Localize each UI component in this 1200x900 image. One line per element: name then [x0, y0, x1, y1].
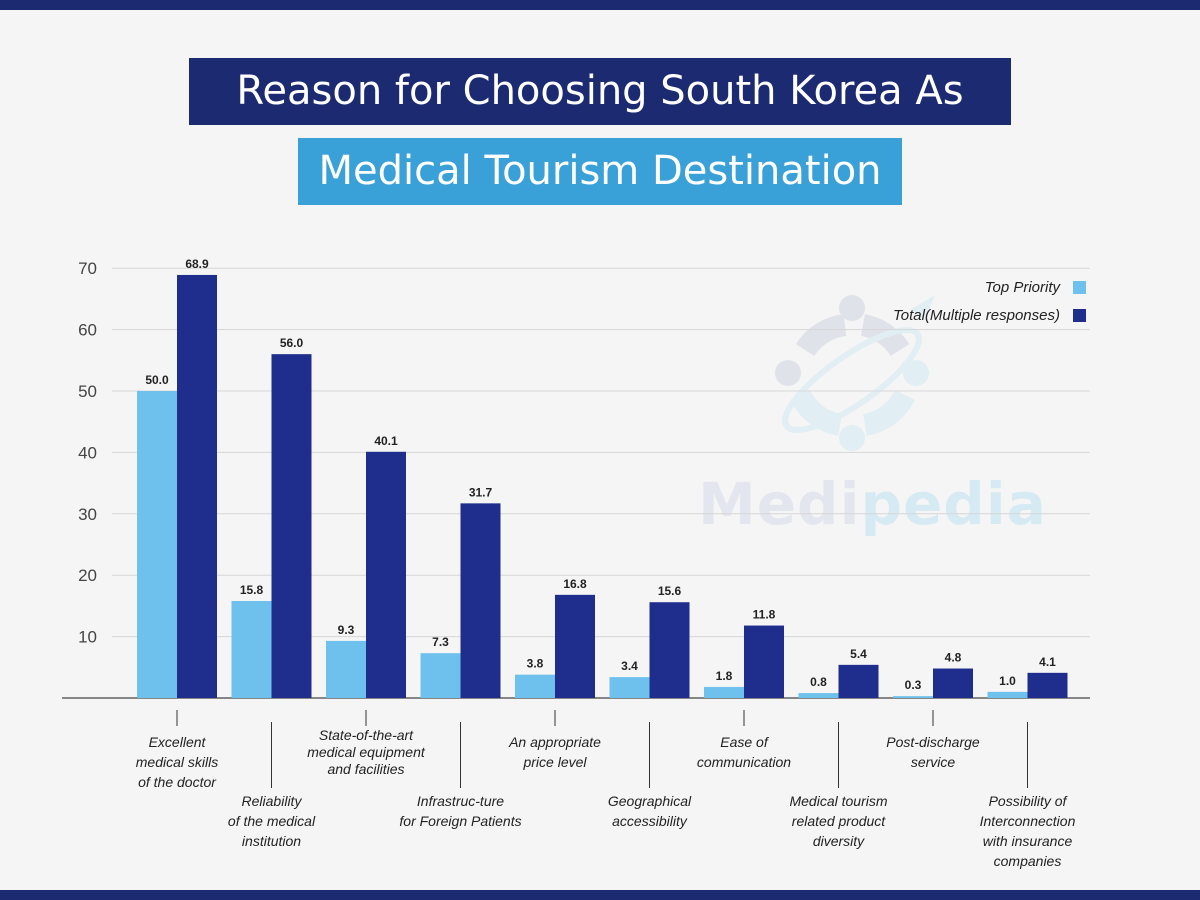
category-label: companies: [994, 853, 1062, 869]
category-label: Medical tourism: [789, 793, 887, 809]
data-label: 4.1: [1039, 655, 1056, 669]
watermark-text: Medipedia: [698, 470, 1047, 538]
y-tick-label: 70: [78, 259, 97, 278]
legend-label: Top Priority: [985, 279, 1062, 296]
bar: [420, 653, 461, 698]
category-label: medical equipment: [307, 744, 426, 760]
bar: [609, 677, 650, 698]
bar: [798, 693, 839, 698]
data-label: 15.8: [240, 583, 264, 597]
y-tick-label: 40: [78, 443, 97, 462]
category-label: An appropriate: [508, 734, 601, 750]
bar: [704, 686, 744, 698]
category-label: Possibility of: [989, 793, 1069, 809]
category-label: diversity: [813, 833, 865, 849]
bar: [231, 600, 272, 698]
data-label: 4.8: [945, 651, 962, 665]
data-label: 3.4: [621, 659, 638, 673]
bar: [326, 640, 366, 698]
data-label: 15.6: [658, 584, 682, 598]
category-label: institution: [242, 833, 301, 849]
category-label: communication: [697, 754, 791, 770]
category-label: related product: [792, 813, 887, 829]
chart-title-line1: Reason for Choosing South Korea As: [189, 58, 1011, 125]
bar: [744, 625, 784, 698]
legend-swatch: [1073, 281, 1086, 294]
data-label: 1.8: [716, 669, 733, 683]
bar: [460, 503, 501, 698]
category-label: medical skills: [136, 754, 218, 770]
watermark-text-part2: pedia: [860, 470, 1047, 538]
data-label: 50.0: [145, 373, 169, 387]
y-tick-label: 60: [78, 321, 97, 340]
top-band: [0, 0, 1200, 10]
category-label: and facilities: [327, 761, 404, 777]
bottom-band: [0, 890, 1200, 900]
category-label: Interconnection: [980, 813, 1076, 829]
category-label: price level: [522, 754, 587, 770]
category-label: of the medical: [228, 813, 316, 829]
bar: [366, 451, 406, 698]
category-label: State-of-the-art: [319, 727, 414, 743]
data-label: 1.0: [999, 674, 1016, 688]
watermark-text-part1: Medi: [698, 470, 861, 538]
y-tick-label: 10: [78, 628, 97, 647]
data-label: 16.8: [563, 577, 587, 591]
chart-title-line2: Medical Tourism Destination: [298, 138, 902, 205]
bar: [933, 668, 973, 698]
bar: [893, 696, 933, 698]
y-tick-label: 30: [78, 505, 97, 524]
legend-label: Total(Multiple responses): [893, 307, 1060, 324]
bar: [515, 674, 555, 698]
bar: [555, 594, 595, 698]
data-label: 5.4: [850, 647, 867, 661]
category-label: service: [911, 754, 956, 770]
data-label: 40.1: [374, 434, 398, 448]
category-label: with insurance: [983, 833, 1073, 849]
data-label: 3.8: [527, 657, 544, 671]
data-label: 0.3: [905, 678, 922, 692]
data-label: 0.8: [810, 675, 827, 689]
category-label: Geographical: [608, 793, 692, 809]
bar: [649, 602, 690, 698]
category-label: Reliability: [242, 793, 303, 809]
category-label: Ease of: [720, 734, 770, 750]
bar: [987, 691, 1028, 698]
data-label: 56.0: [280, 336, 304, 350]
legend-swatch: [1073, 309, 1086, 322]
category-label: Infrastruc-ture: [417, 793, 504, 809]
bar: [271, 354, 312, 698]
category-label: Excellent: [149, 734, 207, 750]
y-tick-label: 20: [78, 566, 97, 585]
bar: [137, 391, 177, 698]
data-label: 31.7: [469, 485, 493, 499]
bar: [838, 664, 879, 698]
category-label: of the doctor: [138, 774, 217, 790]
data-label: 68.9: [185, 257, 209, 271]
category-label: for Foreign Patients: [399, 813, 521, 829]
bar: [1027, 672, 1068, 698]
y-tick-label: 50: [78, 382, 97, 401]
data-label: 9.3: [338, 623, 355, 637]
data-label: 7.3: [432, 635, 449, 649]
category-label: Post-discharge: [886, 734, 980, 750]
category-label: accessibility: [612, 813, 688, 829]
data-label: 11.8: [753, 608, 776, 622]
bar: [177, 274, 217, 698]
